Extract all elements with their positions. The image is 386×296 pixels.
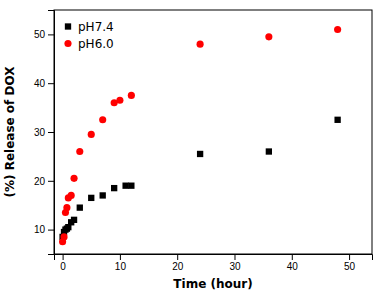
point (71, 217, 77, 223)
point (70, 175, 77, 182)
legend-swatch (64, 40, 71, 47)
legend-label: pH6.0 (78, 37, 114, 51)
y-tick-mark (48, 132, 54, 133)
point (334, 117, 340, 123)
y-tick-label: 20 (34, 176, 46, 187)
series-0 (59, 117, 340, 240)
x-tick-mark (120, 254, 121, 260)
plot-frame (54, 10, 372, 254)
x-tick-label: 10 (115, 261, 127, 272)
x-axis-title: Time (hour) (173, 277, 252, 291)
x-tick-label: 0 (60, 261, 66, 272)
y-tick-label: 30 (34, 127, 46, 138)
plot-area (59, 26, 341, 245)
x-tick-label: 50 (344, 261, 356, 272)
x-tick: 30 (229, 254, 241, 272)
point (197, 41, 204, 48)
y-axis-line (48, 11, 55, 255)
point (265, 33, 272, 40)
series-1 (59, 26, 341, 245)
x-tick: 40 (287, 254, 299, 272)
x-tick: 50 (344, 254, 356, 272)
x-tick: 10 (115, 254, 127, 272)
y-tick: 20 (34, 176, 54, 187)
x-tick-label: 20 (172, 261, 184, 272)
point (63, 204, 70, 211)
point (116, 97, 123, 104)
y-tick-mark (48, 181, 54, 182)
point (88, 195, 94, 201)
point (76, 148, 83, 155)
point (68, 192, 75, 199)
x-tick: 0 (60, 254, 66, 272)
point (122, 183, 128, 189)
x-tick: 20 (172, 254, 184, 272)
point (88, 131, 95, 138)
y-tick-label: 10 (34, 224, 46, 235)
point (100, 192, 106, 198)
x-tick-label: 30 (229, 261, 241, 272)
x-tick-mark (63, 254, 64, 260)
point (128, 183, 134, 189)
point (266, 148, 272, 154)
legend: pH7.4 pH6.0 (64, 20, 113, 51)
y-tick-mark (48, 230, 54, 231)
point (197, 151, 203, 157)
y-tick-mark (48, 34, 54, 35)
x-axis-line (55, 255, 373, 261)
y-tick-label: 40 (34, 78, 46, 89)
x-tick-mark (234, 254, 235, 260)
x-tick-mark (177, 254, 178, 260)
legend-swatch (65, 23, 71, 29)
legend-item: pH6.0 (64, 37, 113, 51)
legend-item: pH7.4 (65, 20, 114, 34)
y-tick: 10 (34, 224, 54, 235)
point (111, 185, 117, 191)
x-axis: 0 10 20 30 40 50 (55, 254, 373, 272)
y-tick-label: 50 (34, 29, 46, 40)
point (128, 92, 135, 99)
x-tick-label: 40 (287, 261, 299, 272)
y-tick-mark (48, 83, 54, 84)
x-tick-mark (292, 254, 293, 260)
y-axis: 10 20 30 40 50 (34, 11, 55, 255)
point (60, 233, 67, 240)
y-tick: 40 (34, 78, 54, 89)
point (77, 204, 83, 210)
y-tick: 30 (34, 127, 54, 138)
x-tick-mark (349, 254, 350, 260)
y-tick: 50 (34, 29, 54, 40)
point (334, 26, 341, 33)
y-axis-title: (%) Release of DOX (3, 66, 17, 198)
point (99, 116, 106, 123)
legend-label: pH7.4 (78, 20, 114, 34)
chart: 0 10 20 30 40 50 10 20 30 40 50 Time (hour) (%) Rele… (0, 0, 386, 296)
